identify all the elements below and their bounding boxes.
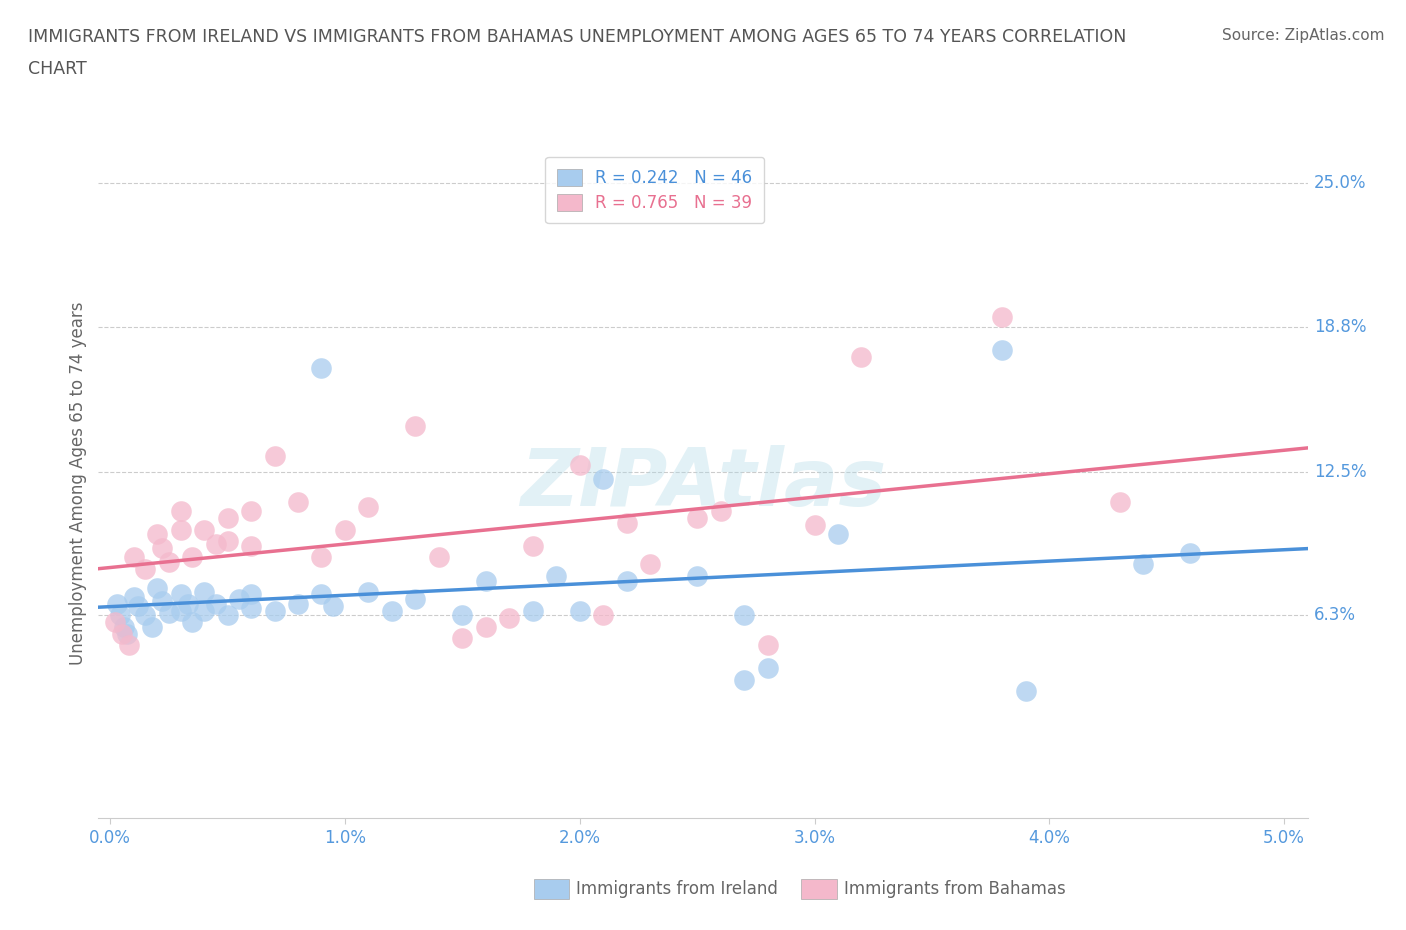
Point — [1132, 557, 1154, 572]
Point — [357, 585, 380, 600]
Point — [287, 495, 309, 510]
Point — [217, 608, 239, 623]
Point — [427, 550, 450, 565]
Point — [176, 596, 198, 611]
Point — [616, 515, 638, 530]
Point — [118, 638, 141, 653]
Point — [1015, 684, 1038, 698]
Point — [357, 499, 380, 514]
Point — [686, 568, 709, 583]
Point — [851, 349, 873, 364]
Point — [404, 418, 426, 433]
Point — [228, 591, 250, 606]
Point — [710, 504, 733, 519]
Point — [733, 672, 755, 687]
Point — [263, 448, 285, 463]
Point — [157, 554, 180, 569]
Point — [522, 604, 544, 618]
Point — [475, 619, 498, 634]
Point — [404, 591, 426, 606]
Point — [134, 562, 156, 577]
Point — [122, 550, 145, 565]
Point — [381, 604, 404, 618]
Point — [1108, 495, 1130, 510]
Point — [146, 527, 169, 542]
Point — [150, 541, 173, 556]
Point — [204, 596, 226, 611]
Point — [105, 596, 128, 611]
Text: ZIPAtlas: ZIPAtlas — [520, 445, 886, 523]
Point — [193, 523, 215, 538]
Point — [498, 610, 520, 625]
Point — [240, 587, 263, 602]
Point — [169, 587, 191, 602]
Point — [240, 601, 263, 616]
Point — [568, 458, 591, 472]
Point — [217, 511, 239, 525]
Point — [240, 504, 263, 519]
Point — [322, 599, 344, 614]
Text: CHART: CHART — [28, 60, 87, 78]
Text: Immigrants from Ireland: Immigrants from Ireland — [576, 880, 779, 898]
Text: IMMIGRANTS FROM IRELAND VS IMMIGRANTS FROM BAHAMAS UNEMPLOYMENT AMONG AGES 65 TO: IMMIGRANTS FROM IRELAND VS IMMIGRANTS FR… — [28, 28, 1126, 46]
Point — [146, 580, 169, 595]
Text: Immigrants from Bahamas: Immigrants from Bahamas — [844, 880, 1066, 898]
Point — [686, 511, 709, 525]
Point — [803, 518, 825, 533]
Point — [204, 537, 226, 551]
Point — [127, 599, 149, 614]
Point — [568, 604, 591, 618]
Point — [991, 310, 1014, 325]
Point — [311, 361, 333, 376]
Point — [546, 568, 568, 583]
Text: 18.8%: 18.8% — [1313, 317, 1367, 336]
Point — [108, 608, 131, 623]
Point — [181, 615, 204, 630]
Point — [756, 661, 779, 676]
Point — [112, 619, 135, 634]
Point — [333, 523, 356, 538]
Point — [141, 619, 163, 634]
Point — [134, 608, 156, 623]
Text: 12.5%: 12.5% — [1313, 463, 1367, 481]
Point — [217, 534, 239, 549]
Point — [157, 605, 180, 620]
Point — [522, 538, 544, 553]
Point — [475, 573, 498, 588]
Point — [733, 608, 755, 623]
Point — [111, 626, 134, 641]
Point — [827, 527, 849, 542]
Point — [638, 557, 661, 572]
Point — [263, 604, 285, 618]
Point — [193, 585, 215, 600]
Text: Source: ZipAtlas.com: Source: ZipAtlas.com — [1222, 28, 1385, 43]
Point — [104, 615, 127, 630]
Point — [311, 550, 333, 565]
Point — [240, 538, 263, 553]
Legend: R = 0.242   N = 46, R = 0.765   N = 39: R = 0.242 N = 46, R = 0.765 N = 39 — [546, 157, 763, 223]
Text: 25.0%: 25.0% — [1313, 175, 1367, 193]
Point — [311, 587, 333, 602]
Point — [287, 596, 309, 611]
Point — [451, 631, 474, 645]
Point — [592, 472, 614, 486]
Point — [122, 590, 145, 604]
Point — [115, 626, 138, 641]
Point — [169, 523, 191, 538]
Point — [1180, 545, 1202, 560]
Point — [616, 573, 638, 588]
Point — [169, 604, 191, 618]
Point — [193, 604, 215, 618]
Point — [181, 550, 204, 565]
Point — [150, 594, 173, 609]
Text: 6.3%: 6.3% — [1313, 606, 1355, 624]
Y-axis label: Unemployment Among Ages 65 to 74 years: Unemployment Among Ages 65 to 74 years — [69, 302, 87, 665]
Point — [592, 608, 614, 623]
Point — [756, 638, 779, 653]
Point — [169, 504, 191, 519]
Point — [991, 342, 1014, 357]
Point — [451, 608, 474, 623]
